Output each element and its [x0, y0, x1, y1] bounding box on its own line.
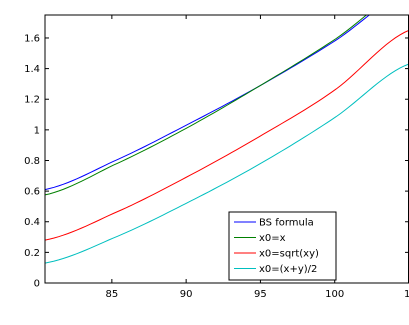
y-tick-label: 1.6 — [24, 33, 40, 44]
legend-label: x0=(x+y)/2 — [259, 264, 317, 275]
series-layer — [45, 15, 409, 264]
legend-label: x0=x — [259, 233, 286, 244]
x-tick-label: 90 — [180, 289, 193, 300]
series-line-0 — [45, 15, 371, 191]
y-tick-label: 1 — [34, 125, 40, 136]
tick-layer: 0 0.2 0.4 0.6 0.8 1 1.2 1.4 1.6 85 90 95 100 1 — [24, 15, 409, 300]
x-tick-label: 100 — [325, 289, 344, 300]
x-tick-label: 95 — [254, 289, 267, 300]
plot-area — [45, 15, 409, 283]
y-tick-label: 0.8 — [24, 156, 40, 167]
y-tick-label: 0.4 — [24, 217, 40, 228]
legend: BS formula x0=x x0=sqrt(xy) x0=(x+y)/2 — [228, 211, 337, 281]
y-tick-label: 0.6 — [24, 187, 40, 198]
x-tick-label: 85 — [105, 289, 118, 300]
series-line-3 — [45, 63, 409, 264]
x-tick-label-truncated: 1 — [404, 289, 409, 300]
series-line-2 — [45, 29, 409, 241]
y-tick-label: 1.2 — [24, 95, 40, 106]
y-tick-label: 0 — [34, 279, 40, 290]
legend-label: x0=sqrt(xy) — [259, 249, 319, 260]
y-tick-label: 0.2 — [24, 248, 40, 259]
legend-label: BS formula — [259, 218, 314, 229]
series-line-1 — [45, 15, 368, 196]
y-tick-label: 1.4 — [24, 64, 40, 75]
